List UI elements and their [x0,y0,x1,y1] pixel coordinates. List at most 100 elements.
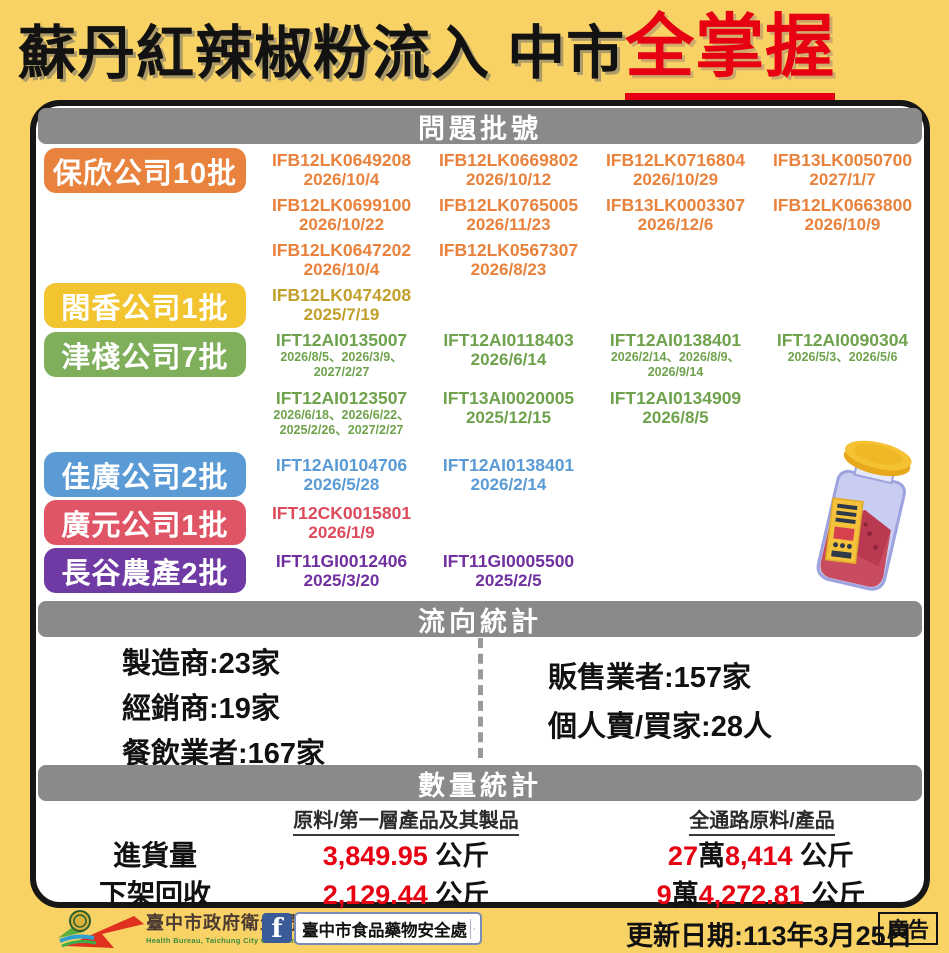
batch-expiry-dates: 2026/8/23 [425,260,592,279]
batch-code: IFB12LK0567307 [425,240,592,260]
batch-expiry-dates: 2026/12/6 [592,215,759,234]
company-label-baoxin: 保欣公司10批 [44,148,246,193]
quantity-value: 9萬4,272.81 公斤 [596,873,926,912]
footer: 臺中市政府衛生局 Health Bureau, Taichung City Go… [0,908,949,951]
batch-expiry-dates: 2026/10/9 [759,215,926,234]
batch-expiry-dates: 2026/10/29 [592,170,759,189]
batch-expiry-dates: 2026/5/28 [258,475,425,494]
quantity-unit: 萬 [672,880,699,910]
batch-code: IFT11GI0012406 [258,551,425,571]
quantity-value: 3,849.95 公斤 [258,834,554,873]
section-header-quantity: 數量統計 [38,765,922,801]
page-title-black: 蘇丹紅辣椒粉流入 中市 [18,8,625,100]
batch-code: IFT12CK0015801 [258,503,425,523]
facebook-page-name: 臺中市食品藥物安全處 [302,917,467,941]
update-date: 更新日期:113年3月25日 [626,914,913,953]
batch-expiry-dates: 2027/1/7 [759,170,926,189]
quantity-value: 27萬8,414 公斤 [596,834,926,873]
quantity-unit: 公斤 [428,880,490,910]
batch-code: IFB12LK0699100 [258,195,425,215]
flow-stat-item: 經銷商:19家 [122,687,325,732]
batch-expiry-dates: 2025/12/15 [425,408,592,427]
batch-code: IFT12AI0138401 [425,455,592,475]
batch-expiry-dates: 2026/8/5、2026/3/9、2027/2/27 [258,350,425,380]
flow-stat-item: 製造商:23家 [122,642,325,687]
batch-code: IFB12LK0474208 [258,285,425,305]
batch-code: IFT12AI0138401 [592,330,759,350]
batch-code: IFB12LK0716804 [592,150,759,170]
batch-code: IFT12AI0118403 [425,330,592,350]
quantity-number: 2,129.44 [323,880,428,910]
batch-code: IFT13AI0020005 [425,388,592,408]
quantity-col-header-1: 原料/第一層產品及其製品 [258,804,554,836]
health-bureau-logo [56,908,146,950]
batch-code: IFT12AI0090304 [759,330,926,350]
search-icon [473,920,476,938]
chili-powder-jar-illustration [784,432,944,602]
batch-expiry-dates: 2026/6/18、2026/6/22、2025/2/26、2027/2/27 [258,408,425,438]
batch-code: IFT12AI0123507 [258,388,425,408]
company-label-hexiang: 閤香公司1批 [44,283,246,328]
batch-expiry-dates: 2025/7/19 [258,305,425,324]
batch-expiry-dates: 2026/2/14、2026/8/9、2026/9/14 [592,350,759,380]
batch-expiry-dates: 2026/1/9 [258,523,425,542]
quantity-col-header-2: 全通路原料/產品 [612,804,912,836]
batch-code: IFB13LK0003307 [592,195,759,215]
facebook-search-box: 臺中市食品藥物安全處 [294,912,482,945]
quantity-number: 4,272.81 [699,880,804,910]
flow-stat-item: 販售業者:157家 [548,654,772,703]
company-label-jiaguang: 佳廣公司2批 [44,452,246,497]
batch-expiry-dates: 2026/2/14 [425,475,592,494]
batch-expiry-dates: 2025/2/5 [425,571,592,590]
section-header-batch: 問題批號 [38,108,922,144]
batch-code: IFT12AI0135007 [258,330,425,350]
batch-code: IFT11GI0005500 [425,551,592,571]
batch-code: IFT12AI0104706 [258,455,425,475]
quantity-number: 8,414 [725,841,793,871]
quantity-number: 27 [668,841,698,871]
flow-divider [478,638,483,758]
batch-expiry-dates: 2026/10/4 [258,260,425,279]
batch-code: IFB13LK0050700 [759,150,926,170]
batch-expiry-dates: 2026/10/12 [425,170,592,189]
batch-expiry-dates: 2026/11/23 [425,215,592,234]
quantity-number: 3,849.95 [323,841,428,871]
batch-code: IFB12LK0663800 [759,195,926,215]
batch-code: IFB12LK0647202 [258,240,425,260]
company-label-changgu: 長谷農產2批 [44,548,246,593]
quantity-unit: 公斤 [793,841,855,871]
batch-code: IFB12LK0765005 [425,195,592,215]
quantity-value: 2,129.44 公斤 [258,873,554,912]
company-label-guangyuan: 廣元公司1批 [44,500,246,545]
company-label-jinzhan: 津棧公司7批 [44,332,246,377]
batch-expiry-dates: 2026/5/3、2026/5/6 [759,350,926,365]
quantity-row-label-incoming: 進貨量 [60,834,250,874]
batch-code: IFT12AI0134909 [592,388,759,408]
batch-expiry-dates: 2025/3/20 [258,571,425,590]
batch-expiry-dates: 2026/8/5 [592,408,759,427]
quantity-unit: 公斤 [804,880,866,910]
flow-stats-left: 製造商:23家經銷商:19家餐飲業者:167家 [122,642,325,777]
section-header-flow: 流向統計 [38,601,922,637]
page-title-highlight: 全掌握 [625,1,835,100]
